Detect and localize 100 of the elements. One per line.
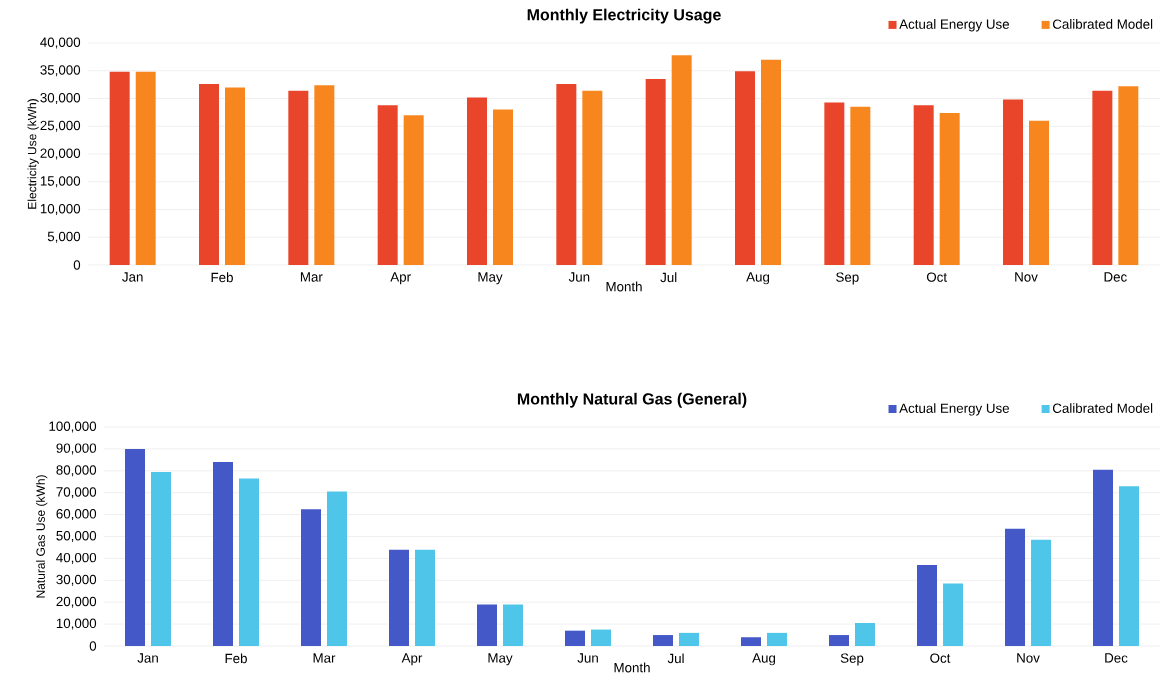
x-tick-label: Sep: [836, 272, 859, 285]
x-tick-label: Aug: [746, 272, 770, 285]
bar: [943, 583, 964, 646]
x-tick-label: Oct: [926, 272, 947, 282]
x-axis-title: Month: [614, 662, 650, 673]
y-tick-label: 20,000: [56, 596, 97, 608]
legend-label: Calibrated Model: [1052, 403, 1153, 413]
bar: [653, 635, 674, 646]
bar: [565, 630, 586, 646]
bar: [1119, 486, 1140, 646]
y-axis-title: Natural Gas Use (kWh): [36, 475, 48, 598]
bar: [645, 79, 666, 265]
x-tick-label: Oct: [930, 653, 951, 663]
legend-label: Calibrated Model: [1052, 19, 1153, 29]
legend-label: Actual Energy Use: [899, 19, 1009, 32]
bar: [679, 632, 700, 646]
x-tick-label: Jul: [667, 653, 684, 664]
bar: [1093, 469, 1114, 646]
bar: [199, 84, 219, 265]
bar: [314, 85, 335, 265]
y-tick-label: 10,000: [40, 203, 81, 216]
x-tick-label: Jan: [122, 272, 143, 282]
bar: [239, 478, 260, 646]
x-tick-label: Jul: [660, 272, 677, 283]
bar: [829, 635, 850, 646]
y-tick-label: 35,000: [40, 65, 81, 77]
y-tick-label: 15,000: [40, 176, 81, 188]
bar: [151, 471, 172, 646]
y-tick-label: 10,000: [56, 618, 97, 630]
x-tick-label: Sep: [840, 653, 864, 666]
y-tick-label: 30,000: [56, 574, 97, 586]
chart-title: Monthly Electricity Usage: [527, 8, 721, 24]
bar: [377, 105, 398, 265]
y-tick-label: 30,000: [40, 92, 81, 105]
x-tick-label: Nov: [1017, 653, 1040, 663]
y-tick-label: 5,000: [47, 231, 81, 243]
x-tick-label: Jun: [577, 653, 598, 663]
bar: [1092, 90, 1113, 265]
bar: [767, 632, 788, 646]
bar: [556, 84, 577, 265]
bar: [671, 55, 692, 265]
bar: [389, 549, 409, 646]
x-tick-label: Feb: [211, 272, 233, 283]
y-tick-label: 40,000: [56, 552, 97, 564]
bar: [913, 105, 934, 265]
bar: [1003, 99, 1024, 265]
x-tick-label: Feb: [225, 653, 247, 664]
bar: [213, 462, 233, 646]
x-tick-label: Apr: [390, 272, 411, 285]
bar: [1029, 120, 1050, 265]
x-tick-label: May: [478, 272, 503, 285]
legend-label: Actual Energy Use: [899, 403, 1009, 416]
bar: [582, 90, 603, 265]
bar: [735, 71, 756, 265]
bar: [288, 90, 309, 265]
y-tick-label: 100,000: [49, 421, 97, 433]
x-tick-label: May: [488, 653, 513, 666]
bar: [301, 509, 321, 646]
bar: [503, 604, 524, 646]
x-tick-label: Nov: [1015, 272, 1038, 282]
bar: [1005, 528, 1026, 646]
chart-title: Monthly Natural Gas (General): [517, 392, 747, 408]
y-axis-title: Electricity Use (kWh): [27, 99, 39, 209]
bar: [125, 448, 145, 646]
bar: [225, 87, 246, 265]
x-tick-label: Mar: [313, 653, 336, 663]
y-tick-label: 25,000: [40, 120, 81, 132]
bar: [493, 109, 514, 265]
y-tick-label: 60,000: [56, 509, 97, 521]
bar: [1118, 86, 1139, 265]
bar: [591, 629, 612, 646]
bar: [824, 102, 845, 265]
bar: [327, 491, 348, 646]
x-tick-label: Aug: [752, 653, 776, 666]
x-tick-label: Mar: [300, 272, 323, 282]
bar: [109, 71, 130, 265]
y-tick-label: 70,000: [56, 487, 97, 499]
y-tick-label: 80,000: [56, 465, 97, 477]
bar: [1031, 539, 1052, 646]
x-tick-label: Jun: [568, 272, 590, 282]
y-tick-label: 40,000: [40, 37, 81, 49]
x-tick-label: Apr: [401, 653, 423, 666]
y-tick-label: 0: [73, 260, 81, 270]
bar: [135, 71, 156, 265]
x-tick-label: Dec: [1105, 653, 1128, 663]
bar: [939, 112, 960, 265]
y-tick-label: 0: [89, 641, 97, 651]
y-tick-label: 90,000: [56, 443, 97, 455]
bar: [415, 549, 436, 646]
x-tick-label: Dec: [1104, 272, 1127, 282]
bar: [855, 623, 876, 646]
bar: [467, 97, 488, 265]
x-tick-label: Jan: [137, 653, 158, 663]
bar: [761, 59, 782, 265]
bar: [850, 106, 871, 265]
bar: [403, 115, 424, 265]
x-axis-title: Month: [606, 281, 642, 292]
bar: [741, 637, 762, 646]
bar: [917, 564, 938, 646]
y-tick-label: 20,000: [40, 148, 81, 160]
